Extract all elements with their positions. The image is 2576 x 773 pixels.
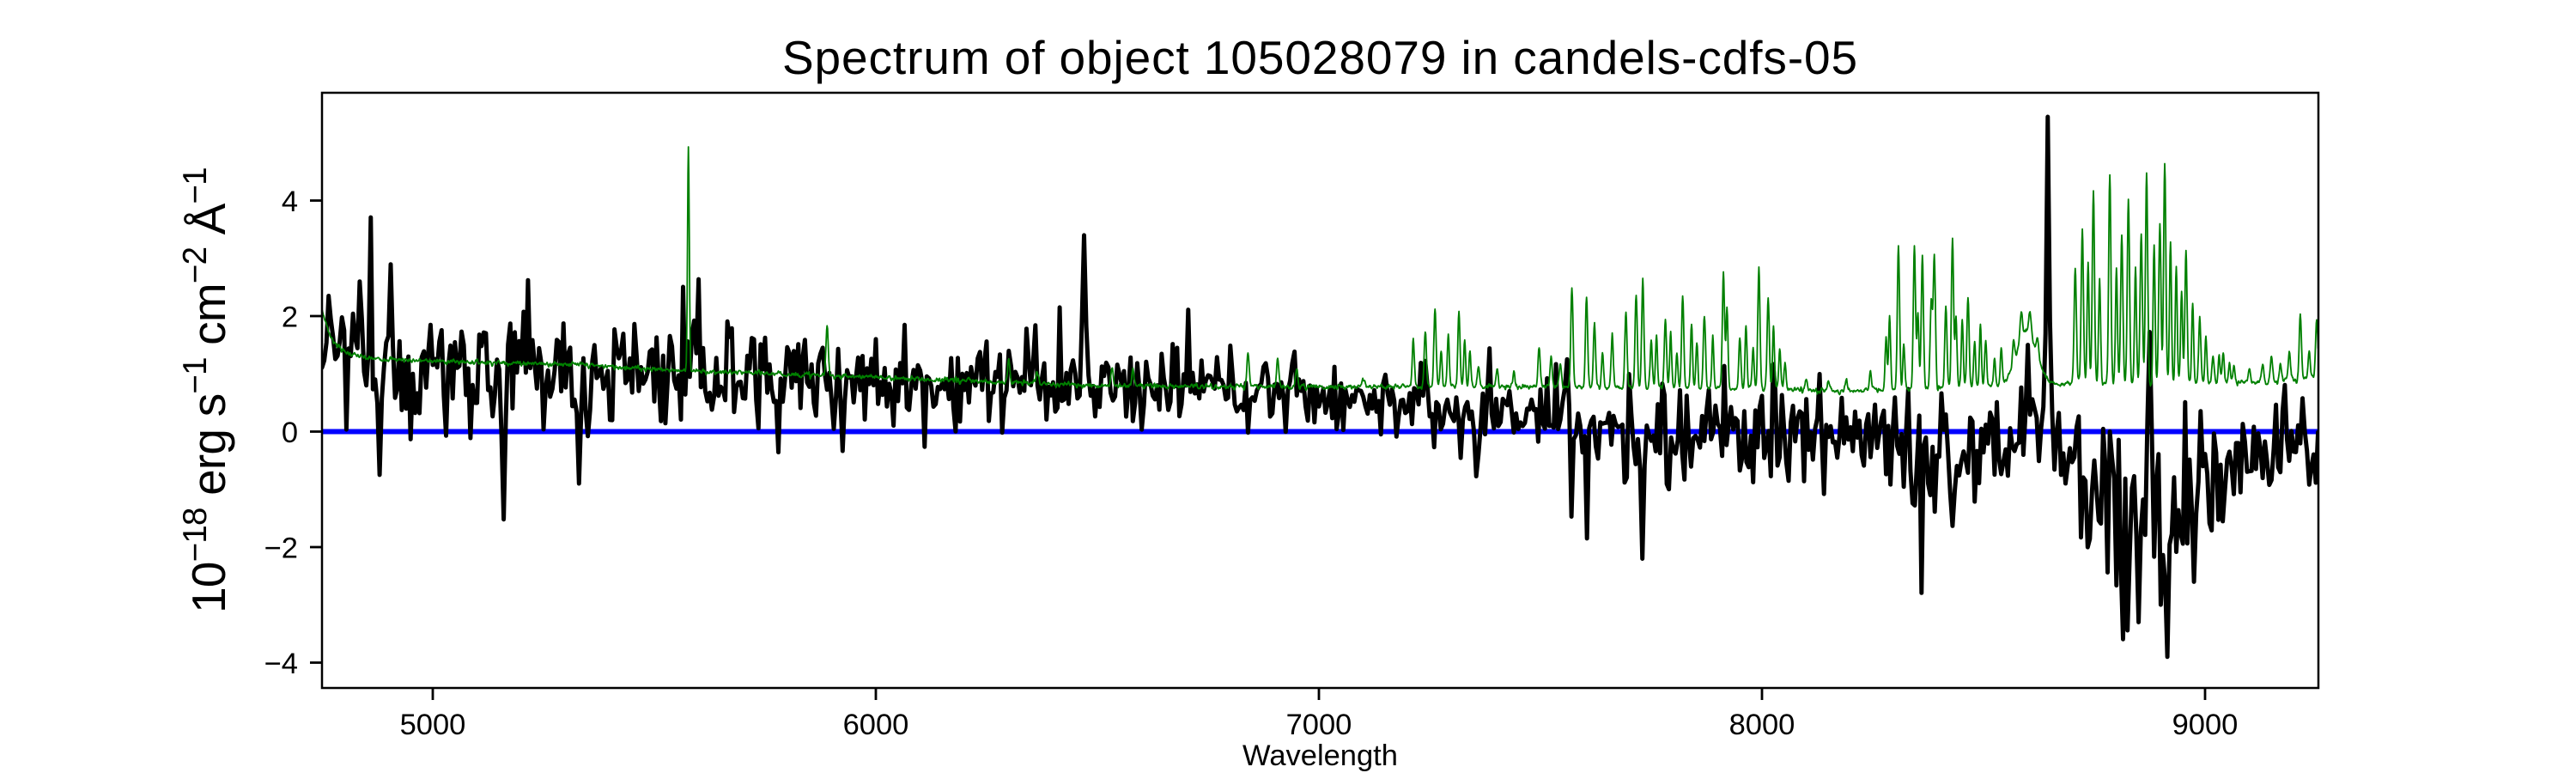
svg-text:−2: −2 <box>264 532 298 564</box>
svg-text:5000: 5000 <box>400 709 466 741</box>
svg-text:8000: 8000 <box>1729 709 1795 741</box>
svg-text:Wavelength: Wavelength <box>1242 740 1398 772</box>
svg-text:2: 2 <box>282 301 298 333</box>
svg-text:7000: 7000 <box>1286 709 1352 741</box>
svg-text:4: 4 <box>282 186 298 218</box>
svg-text:−4: −4 <box>264 648 298 680</box>
svg-text:6000: 6000 <box>843 709 909 741</box>
svg-text:Spectrum of object 105028079 i: Spectrum of object 105028079 in candels-… <box>782 31 1858 84</box>
svg-text:0: 0 <box>282 417 298 449</box>
svg-text:9000: 9000 <box>2172 709 2239 741</box>
